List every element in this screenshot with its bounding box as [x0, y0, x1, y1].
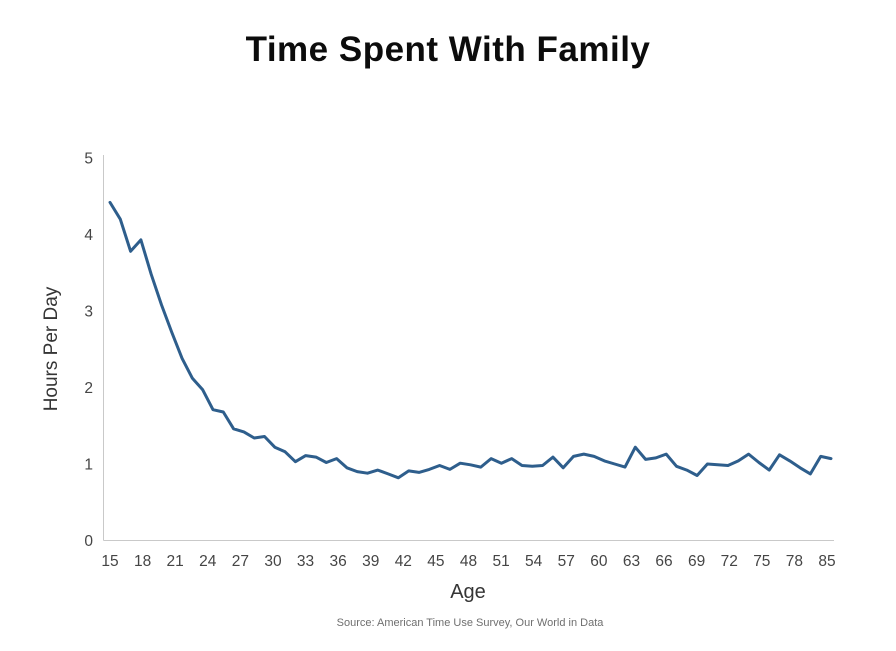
y-tick-label: 5 — [84, 151, 93, 168]
x-tick-label: 78 — [786, 553, 803, 570]
x-tick-label: 69 — [688, 553, 705, 570]
x-tick-label: 39 — [362, 553, 379, 570]
x-tick-label: 42 — [395, 553, 412, 570]
y-tick-label: 4 — [84, 227, 93, 244]
x-tick-label: 24 — [199, 553, 217, 570]
x-axis-tick-labels: 15 18 21 24 27 30 33 36 39 42 45 48 51 54 57 60 63 66 69 72… — [101, 553, 835, 570]
x-tick-label: 51 — [492, 553, 509, 570]
x-tick-label: 30 — [264, 553, 282, 570]
x-tick-label: 85 — [818, 553, 835, 570]
x-tick-label: 48 — [460, 553, 477, 570]
source-note: Source: American Time Use Survey, Our Wo… — [337, 617, 605, 629]
x-tick-label: 72 — [721, 553, 738, 570]
x-tick-label: 54 — [525, 553, 543, 570]
x-tick-label: 75 — [753, 553, 770, 570]
x-tick-label: 45 — [427, 553, 444, 570]
x-tick-label: 63 — [623, 553, 640, 570]
x-axis-title: Age — [450, 581, 486, 603]
y-tick-label: 0 — [84, 533, 93, 550]
chart-title: Time Spent With Family — [245, 30, 651, 69]
x-tick-label: 27 — [232, 553, 249, 570]
x-tick-label: 36 — [330, 553, 347, 570]
x-tick-label: 21 — [167, 553, 184, 570]
y-tick-label: 2 — [84, 380, 93, 397]
x-tick-label: 66 — [655, 553, 672, 570]
axis-spines — [103, 155, 834, 541]
y-axis-tick-labels: 0 1 2 3 4 5 — [84, 151, 93, 551]
x-tick-label: 15 — [101, 553, 118, 570]
y-tick-label: 3 — [84, 304, 93, 321]
x-tick-label: 57 — [558, 553, 575, 570]
y-tick-label: 1 — [84, 457, 93, 474]
x-tick-label: 33 — [297, 553, 314, 570]
x-tick-label: 60 — [590, 553, 608, 570]
y-axis-title: Hours Per Day — [41, 286, 62, 411]
family-time-line-series — [108, 200, 833, 480]
x-tick-label: 18 — [134, 553, 151, 570]
